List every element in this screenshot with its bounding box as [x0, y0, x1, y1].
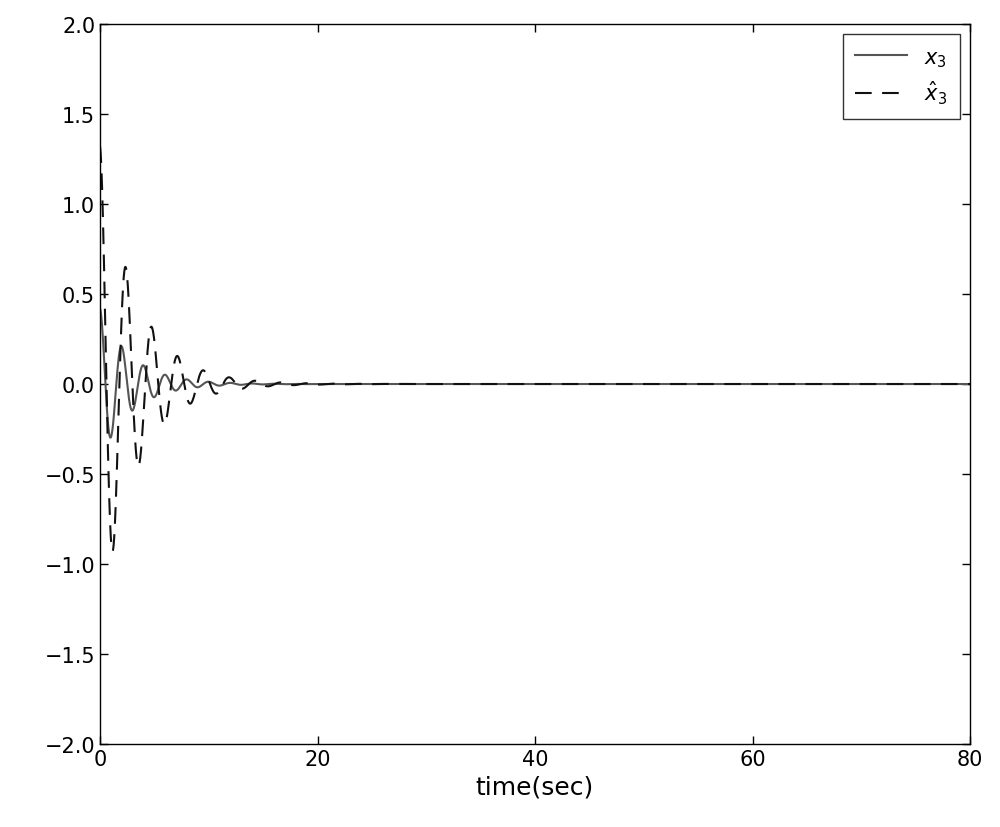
X-axis label: time(sec): time(sec) — [476, 775, 594, 799]
Legend: $x_3$, $\hat{x}_3$: $x_3$, $\hat{x}_3$ — [843, 36, 960, 120]
